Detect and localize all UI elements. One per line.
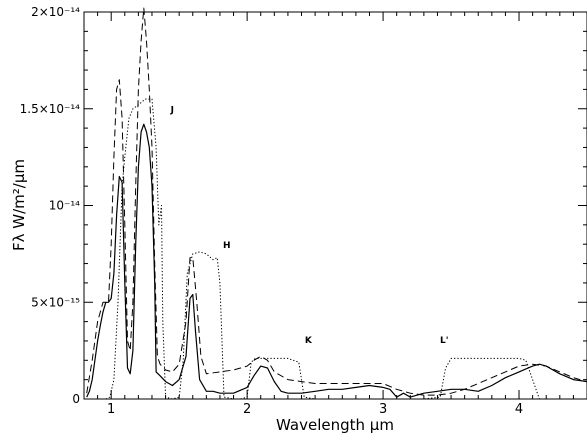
y-axis-title: Fλ W/m²/μm [10,159,28,251]
x-tick-labels: 1 2 3 4 [107,402,523,417]
y-tick-labels: 0 5×10⁻¹⁵ 10⁻¹⁴ 1.5×10⁻¹⁴ 2×10⁻¹⁴ [20,5,81,406]
series-group [86,7,587,400]
axis-ticks [84,11,587,400]
band-label: L' [440,336,449,346]
x-tick-label: 1 [107,402,115,417]
x-tick-label: 3 [379,402,387,417]
band-label: H [223,241,231,251]
plot-frame [83,11,587,400]
y-tick-label: 5×10⁻¹⁵ [31,295,80,309]
y-tick-label: 2×10⁻¹⁴ [31,5,80,19]
y-tick-label: 10⁻¹⁴ [49,199,80,213]
x-axis-title: Wavelength μm [276,416,394,434]
series-line-dotted [105,98,540,400]
y-tick-label: 0 [72,392,80,406]
band-label: J [170,106,174,116]
series-line-dashed [86,7,587,396]
band-labels: J H K L' [170,106,449,346]
band-label: K [305,336,313,346]
series-line-solid [86,123,587,398]
x-tick-label: 2 [243,402,251,417]
x-tick-label: 4 [515,402,523,417]
y-tick-label: 1.5×10⁻¹⁴ [20,102,81,116]
